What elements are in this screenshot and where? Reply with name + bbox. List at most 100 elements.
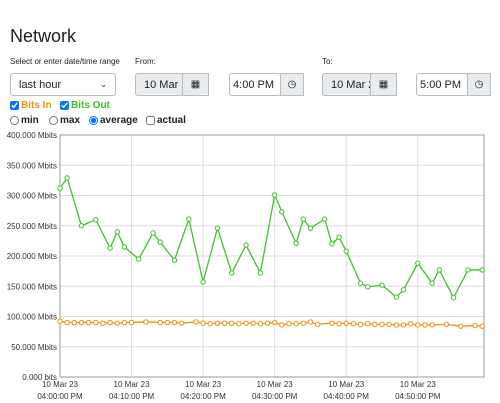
mode-label: min — [21, 115, 39, 126]
series-toggle[interactable]: Bits In — [10, 100, 52, 111]
data-point — [93, 217, 99, 223]
data-point — [293, 321, 299, 327]
radio[interactable] — [89, 116, 98, 125]
data-point — [336, 321, 342, 327]
data-point — [450, 295, 457, 301]
data-point — [178, 320, 185, 326]
y-tick-label: 350.000 Mbits — [7, 161, 57, 170]
range-select[interactable]: last hour ⌄ — [10, 73, 116, 96]
y-tick-label: 100.000 Mbits — [7, 313, 57, 322]
legend-entry: Bits In — [21, 100, 52, 111]
data-point — [415, 260, 421, 266]
range-value: last hour — [19, 78, 62, 91]
data-point — [393, 294, 400, 300]
data-point — [279, 209, 285, 215]
radio[interactable] — [49, 116, 58, 125]
x-tick-label: 04:20:00 PM — [180, 392, 226, 401]
actual-toggle[interactable]: actual — [146, 115, 186, 126]
data-point — [271, 192, 278, 198]
from-time[interactable]: 4:00 PM — [229, 73, 281, 96]
data-point — [429, 280, 435, 286]
x-tick-label: 10 Mar 23 — [400, 380, 437, 389]
clock-button[interactable]: ◷ — [467, 73, 491, 96]
calendar-button[interactable]: ▦ — [370, 73, 397, 96]
data-point — [336, 234, 342, 240]
data-point — [128, 319, 135, 326]
to-time[interactable]: 5:00 PM — [416, 73, 468, 96]
series-toggle[interactable]: Bits Out — [60, 100, 110, 111]
data-point — [71, 319, 78, 326]
checkbox[interactable] — [10, 101, 19, 110]
checkbox[interactable] — [146, 116, 155, 125]
to-time-text: 5:00 PM — [420, 78, 461, 91]
mode-option[interactable]: max — [49, 115, 80, 126]
data-point — [479, 267, 485, 273]
data-point — [64, 175, 70, 181]
data-point — [365, 321, 371, 327]
x-tick-label: 10 Mar 23 — [257, 380, 294, 389]
data-point — [229, 320, 235, 326]
y-tick-label: 400.000 Mbits — [7, 131, 57, 140]
data-point — [250, 320, 256, 326]
x-tick-label: 04:10:00 PM — [109, 392, 155, 401]
from-label: From: — [135, 57, 156, 66]
data-point — [193, 319, 199, 325]
data-point — [121, 319, 128, 326]
data-point — [78, 319, 85, 326]
clock-button[interactable]: ◷ — [280, 73, 304, 96]
actual-label: actual — [157, 115, 186, 126]
data-point — [64, 319, 70, 326]
data-point — [157, 319, 163, 326]
data-point — [293, 240, 299, 246]
x-tick-label: 10 Mar 23 — [114, 380, 151, 389]
data-point — [407, 321, 414, 327]
from-date[interactable]: 10 Mar 2 — [135, 73, 183, 96]
data-point — [107, 245, 113, 251]
data-point — [236, 321, 242, 327]
data-point — [143, 319, 149, 325]
data-point — [186, 216, 192, 222]
data-point — [307, 319, 314, 325]
to-label: To: — [322, 57, 333, 66]
data-point — [150, 230, 156, 236]
calendar-button[interactable]: ▦ — [182, 73, 209, 96]
data-point — [386, 321, 392, 328]
range-label: Select or enter date/time range — [10, 57, 120, 66]
data-point — [114, 229, 120, 235]
data-point — [271, 319, 278, 326]
data-point — [171, 257, 178, 263]
checkbox[interactable] — [60, 101, 69, 110]
data-point — [400, 287, 407, 293]
data-point — [57, 185, 63, 191]
data-point — [286, 321, 292, 327]
mode-label: average — [100, 115, 138, 126]
data-point — [279, 322, 285, 328]
data-point — [458, 323, 464, 329]
data-point — [372, 321, 378, 328]
data-point — [207, 321, 213, 327]
data-point — [257, 270, 264, 276]
data-point — [415, 322, 421, 328]
data-point — [221, 320, 228, 326]
x-tick-label: 04:50:00 PM — [395, 392, 441, 401]
data-point — [114, 320, 120, 326]
data-point — [357, 280, 364, 286]
mode-option[interactable]: min — [10, 115, 39, 126]
x-tick-label: 10 Mar 23 — [42, 380, 79, 389]
to-date-text: 10 Mar 2 — [331, 78, 371, 91]
data-point — [400, 322, 407, 328]
mode-label: max — [60, 115, 81, 126]
data-point — [214, 225, 221, 231]
data-point — [121, 244, 128, 250]
data-point — [78, 223, 85, 229]
data-point — [365, 284, 371, 290]
chevron: ⌄ — [100, 80, 107, 89]
data-point — [393, 322, 400, 328]
data-point — [307, 225, 314, 231]
data-point — [350, 321, 357, 327]
y-tick-label: 200.000 Mbits — [7, 252, 57, 261]
mode-option[interactable]: average — [89, 115, 138, 126]
to-date[interactable]: 10 Mar 2 — [322, 73, 371, 96]
radio[interactable] — [10, 116, 19, 125]
